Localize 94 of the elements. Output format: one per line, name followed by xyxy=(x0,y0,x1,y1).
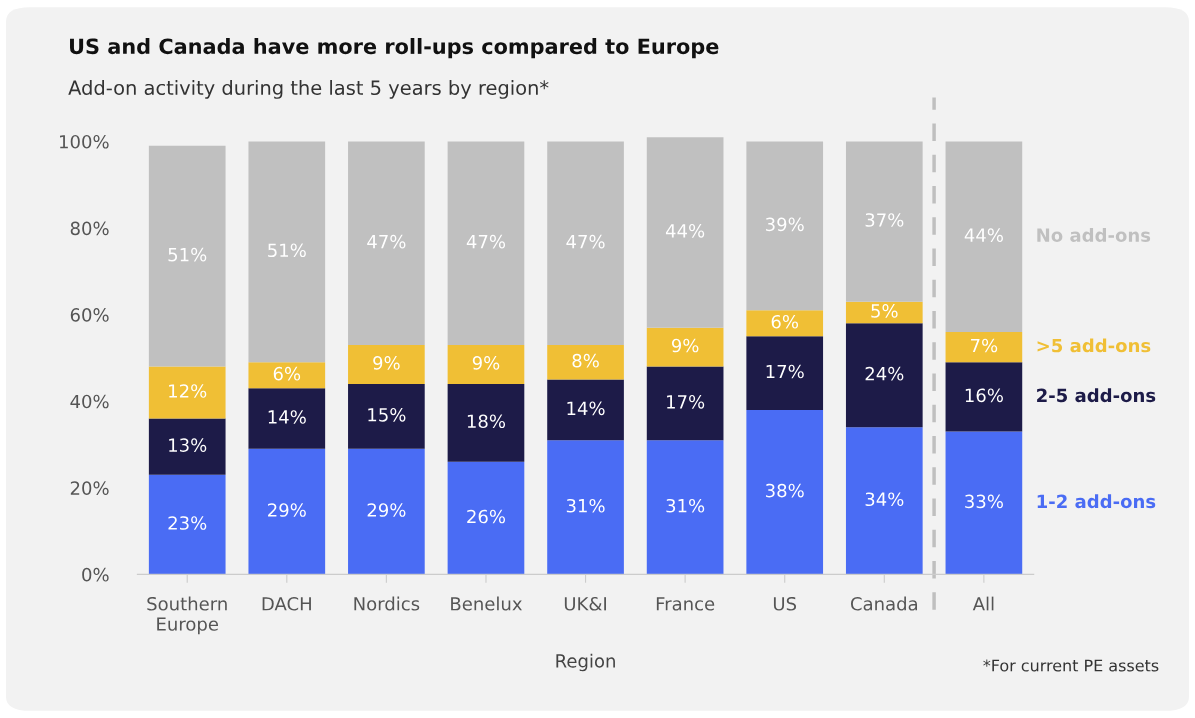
bar xyxy=(447,344,525,384)
bar xyxy=(945,362,1023,432)
data-label: 47% xyxy=(367,234,406,249)
bar xyxy=(348,344,425,384)
data-label: 33% xyxy=(965,494,1003,509)
bar xyxy=(547,379,624,441)
bar xyxy=(248,448,326,575)
bar xyxy=(945,331,1023,363)
bar xyxy=(547,440,624,575)
series-label: >5 add-ons xyxy=(1037,338,1151,353)
bar xyxy=(547,344,624,380)
chart-title: US and Canada have more roll-ups compared to Europe xyxy=(70,38,719,59)
bar xyxy=(945,141,1023,332)
x-tick-label: Southern Europe xyxy=(147,596,227,635)
data-label: 37% xyxy=(865,213,904,227)
x-tick-label: DACH xyxy=(262,596,311,611)
bar xyxy=(248,362,326,389)
data-label: 47% xyxy=(466,234,506,249)
data-label: 34% xyxy=(865,492,904,507)
data-label: 31% xyxy=(666,498,705,513)
bar xyxy=(248,141,326,363)
data-label: 9% xyxy=(373,356,400,370)
data-label: 18% xyxy=(467,414,506,429)
x-tick-label: US xyxy=(773,596,797,611)
data-label: 14% xyxy=(567,401,605,416)
data-label: 38% xyxy=(766,483,804,498)
data-label: 13% xyxy=(169,438,207,452)
bar xyxy=(945,431,1023,575)
bar xyxy=(148,366,226,419)
data-label: 6% xyxy=(771,314,799,329)
bar xyxy=(646,440,724,575)
bar xyxy=(348,448,425,575)
x-tick-label: UK&I xyxy=(564,596,607,611)
y-tick-label: 60% xyxy=(70,308,109,322)
x-tick-label: Canada xyxy=(850,596,918,611)
bar xyxy=(148,474,226,575)
data-label: 44% xyxy=(964,228,1003,242)
data-label: 15% xyxy=(368,407,406,422)
data-label: 16% xyxy=(965,388,1003,403)
data-label: 26% xyxy=(467,509,506,524)
bar xyxy=(845,427,923,575)
data-label: 39% xyxy=(766,217,804,232)
bar xyxy=(248,388,326,449)
series-label: 1-2 add-ons xyxy=(1037,494,1156,509)
data-label: 14% xyxy=(268,410,306,424)
data-label: 8% xyxy=(572,353,599,368)
data-label: 5% xyxy=(871,304,898,318)
data-label: 9% xyxy=(472,356,500,370)
y-tick-label: 40% xyxy=(70,394,109,409)
bar xyxy=(746,336,824,410)
x-tick-label: Benelux xyxy=(451,596,522,611)
text: *For current PE assets xyxy=(983,659,1159,672)
bar xyxy=(845,323,923,428)
data-label: 29% xyxy=(268,503,306,517)
bar xyxy=(447,141,525,345)
bar xyxy=(646,327,724,367)
data-label: 24% xyxy=(865,366,904,381)
bar xyxy=(646,366,724,441)
data-label: 7% xyxy=(971,338,998,353)
data-label: 44% xyxy=(665,223,705,238)
data-label: 9% xyxy=(671,338,699,353)
bar xyxy=(746,310,824,337)
bar xyxy=(148,418,226,475)
y-tick-label: 100% xyxy=(60,134,109,149)
data-label: 47% xyxy=(566,234,605,249)
bar xyxy=(547,141,624,345)
bar xyxy=(447,383,525,462)
data-label: 31% xyxy=(566,498,605,513)
data-label: 12% xyxy=(169,384,207,398)
data-label: 17% xyxy=(667,394,705,409)
bar xyxy=(845,301,923,324)
data-label: 29% xyxy=(367,503,406,517)
chart-subtitle: Add-on activity during the last 5 years by region* xyxy=(68,80,549,99)
y-tick-label: 0% xyxy=(82,567,109,582)
x-axis-title: Region xyxy=(556,653,615,672)
y-tick-label: 20% xyxy=(70,481,109,495)
data-label: 51% xyxy=(168,247,207,262)
bar xyxy=(348,141,425,345)
data-label: 17% xyxy=(766,364,804,379)
series-label: 2-5 add-ons xyxy=(1037,388,1156,403)
data-label: 51% xyxy=(268,243,306,258)
bar xyxy=(746,409,824,575)
y-tick-label: 80% xyxy=(70,221,109,236)
bar xyxy=(148,145,226,367)
x-tick-label: All xyxy=(972,596,994,611)
bar xyxy=(348,383,425,449)
bar xyxy=(746,141,824,311)
bar xyxy=(646,137,724,328)
bar xyxy=(845,141,923,302)
data-label: 23% xyxy=(168,516,207,530)
x-tick-label: Nordics xyxy=(354,596,420,611)
x-tick-label: France xyxy=(656,597,715,611)
data-label: 6% xyxy=(273,366,301,381)
bar xyxy=(447,461,525,575)
